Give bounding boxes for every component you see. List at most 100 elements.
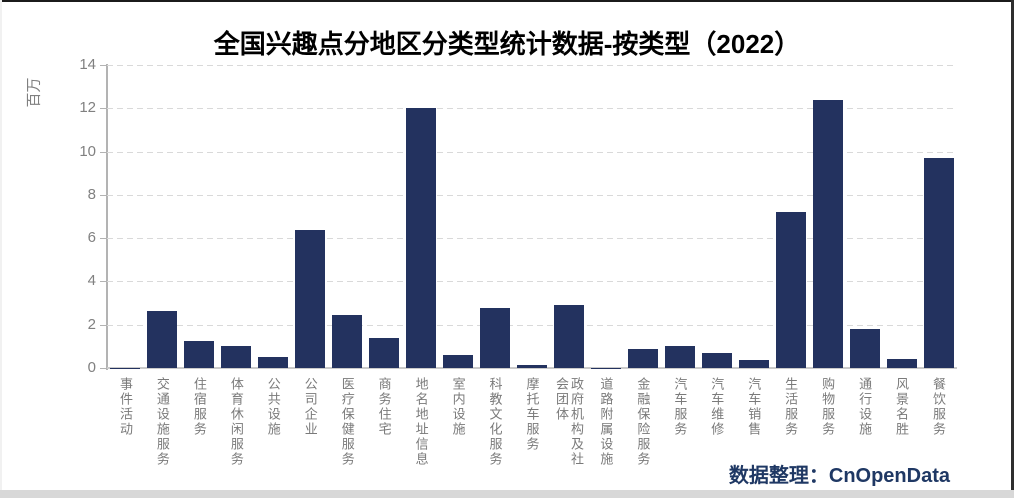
y-tick-label-0: 0 [87,359,96,376]
x-category-label-text: 汽车服务 [672,377,688,437]
bar-室内设施 [443,355,474,368]
plot-area [107,65,957,369]
gridline-8 [107,194,957,196]
bar-交通设施服务 [147,310,178,368]
bar-汽车维修 [701,352,732,368]
y-tick-label-4: 4 [87,272,96,290]
bar-摩托车服务 [517,364,547,368]
x-category-label-text: 摩托车服务 [524,377,540,452]
x-category-label-text: 室内设施 [450,377,466,437]
bar-体育休闲服务 [221,346,252,368]
x-category-label-汽车销售: 汽车销售 [735,377,772,471]
bar-住宿服务 [184,340,215,368]
y-tick-mark-14 [100,65,107,66]
x-category-label-text: 金融保险服务 [635,377,651,467]
bar-金融保险服务 [627,348,658,368]
x-category-label-公共设施: 公共设施 [255,377,292,471]
x-category-label-text: 事件活动 [117,377,133,437]
top-border [0,0,1014,2]
bar-科教文化服务 [480,308,511,368]
x-category-label-道路附属设施: 道路附属设施 [587,377,624,471]
x-category-label-text: 汽车维修 [709,377,725,437]
data-credit-watermark: 数据整理：CnOpenData [728,465,950,487]
bar-地名地址信息 [406,108,437,368]
x-category-label-汽车维修: 汽车维修 [698,377,735,471]
gridline-14 [107,65,957,66]
x-axis-baseline [107,367,957,369]
x-category-label-text: 生活服务 [783,377,799,437]
bar-生活服务 [775,212,806,368]
x-category-label-text: 政府机构及社会团体 [553,377,584,467]
chart-title: 全国兴趣点分地区分类型统计数据-按类型（2022） [213,29,801,59]
x-category-label-医疗保健服务: 医疗保健服务 [329,377,366,471]
x-category-label-text: 道路附属设施 [598,377,614,467]
x-category-label-科教文化服务: 科教文化服务 [477,377,514,471]
x-category-label-通行设施: 通行设施 [846,377,883,471]
x-category-label-购物服务: 购物服务 [809,377,846,471]
x-category-label-text: 通行设施 [857,377,873,437]
y-tick-mark-10 [100,151,107,153]
x-category-label-体育休闲服务: 体育休闲服务 [218,377,255,471]
y-tick-label-12: 12 [79,99,96,117]
y-tick-label-6: 6 [87,229,96,247]
x-category-label-text: 汽车销售 [746,377,762,437]
x-category-label-text: 地名地址信息 [413,377,429,467]
y-tick-mark-2 [100,324,107,326]
y-axis-unit-label: 百万 [25,77,43,108]
x-category-label-住宿服务: 住宿服务 [181,377,218,471]
left-border [0,0,2,490]
right-border [1011,0,1014,490]
y-axis-line [106,64,108,370]
y-tick-label-2: 2 [87,315,96,333]
x-category-label-餐饮服务: 餐饮服务 [920,377,957,471]
bar-公共设施 [258,357,289,368]
y-tick-label-8: 8 [87,185,96,203]
bar-汽车服务 [664,346,695,368]
y-tick-label-10: 10 [79,142,96,160]
bar-餐饮服务 [923,158,954,368]
x-category-label-事件活动: 事件活动 [107,377,144,471]
bar-购物服务 [812,99,843,368]
y-tick-mark-12 [100,108,107,110]
y-tick-mark-6 [100,238,107,240]
gridline-10 [107,151,957,153]
y-tick-label-14: 14 [79,56,96,73]
gridline-6 [107,238,957,240]
x-category-label-商务住宅: 商务住宅 [366,377,403,471]
x-category-label-地名地址信息: 地名地址信息 [403,377,440,471]
x-category-label-text: 公司企业 [302,377,318,437]
bottom-border-strip [0,490,1014,498]
y-tick-mark-0 [100,368,107,369]
bar-公司企业 [295,229,326,368]
x-category-label-text: 餐饮服务 [931,377,946,437]
x-category-label-政府机构及社会团体: 政府机构及社会团体 [550,377,587,471]
bar-商务住宅 [369,337,400,368]
x-category-label-text: 科教文化服务 [487,377,503,467]
y-tick-mark-4 [100,281,107,283]
gridline-2 [107,324,957,326]
x-category-label-交通设施服务: 交通设施服务 [144,377,181,471]
bar-医疗保健服务 [332,314,363,368]
x-category-label-摩托车服务: 摩托车服务 [514,377,551,471]
bar-汽车销售 [738,360,769,368]
bar-政府机构及社会团体 [553,305,584,368]
x-category-label-生活服务: 生活服务 [772,377,809,471]
x-category-label-text: 交通设施服务 [154,377,170,467]
x-category-label-text: 风景名胜 [894,377,910,437]
x-category-label-text: 公共设施 [265,377,281,437]
x-category-label-风景名胜: 风景名胜 [883,377,920,471]
gridline-12 [107,108,957,110]
bar-风景名胜 [886,359,917,368]
x-category-label-金融保险服务: 金融保险服务 [624,377,661,471]
x-category-label-公司企业: 公司企业 [292,377,329,471]
x-category-label-text: 体育休闲服务 [228,377,244,467]
gridline-4 [107,281,957,283]
x-category-label-室内设施: 室内设施 [440,377,477,471]
x-category-label-text: 医疗保健服务 [339,377,355,467]
x-category-label-text: 住宿服务 [191,377,207,437]
y-tick-mark-8 [100,194,107,196]
x-category-label-text: 商务住宅 [376,377,392,437]
x-category-label-text: 购物服务 [820,377,836,437]
x-category-label-汽车服务: 汽车服务 [661,377,698,471]
